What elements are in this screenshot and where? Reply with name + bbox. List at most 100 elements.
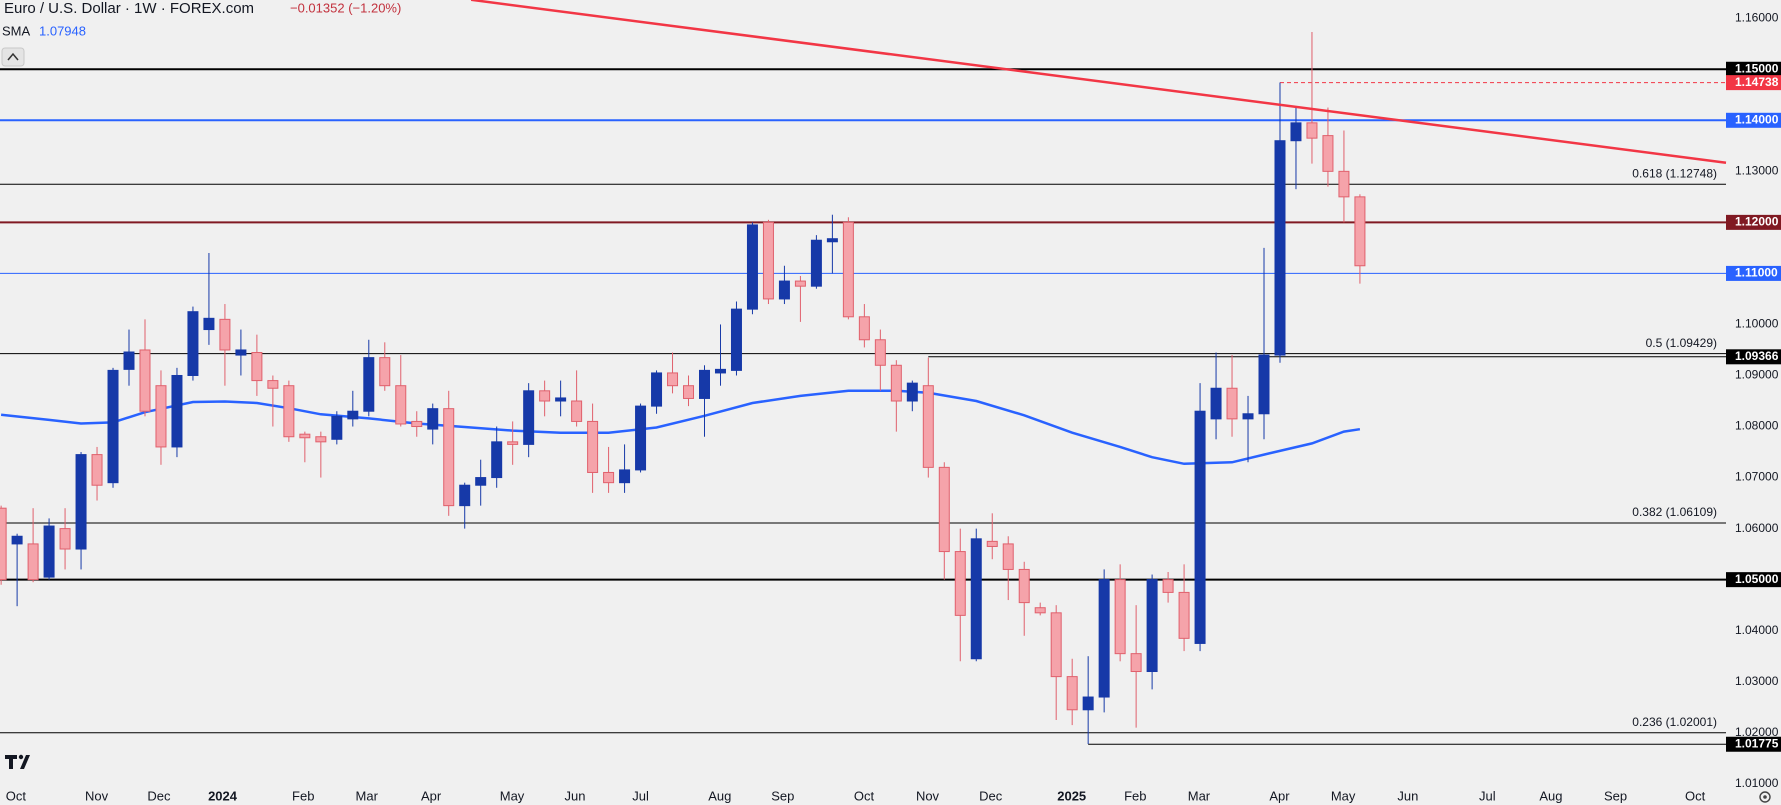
candle-body: [331, 415, 343, 440]
candle-body: [1306, 122, 1318, 139]
candle-body: [1242, 413, 1254, 420]
candle-body: [1178, 591, 1190, 639]
level-badge: [1726, 736, 1781, 752]
candle-body: [1018, 568, 1030, 604]
x-tick-label: May: [1331, 788, 1356, 803]
y-tick-label: 1.01000: [1735, 776, 1779, 790]
fib-label: 0.236 (1.02001): [1632, 715, 1717, 729]
x-tick-label: Nov: [85, 788, 109, 803]
candle-body: [1194, 410, 1206, 644]
candle-body: [363, 357, 375, 412]
level-badge: [1726, 349, 1781, 365]
trendline: [470, 0, 1727, 164]
candle-body: [523, 390, 535, 445]
candle-body: [43, 525, 55, 578]
candle-body: [491, 441, 503, 479]
candle-body: [698, 369, 710, 399]
candle-body: [507, 441, 519, 445]
settings-icon[interactable]: [1759, 791, 1771, 803]
candle-body: [730, 308, 742, 371]
x-tick-label: Sep: [1604, 788, 1627, 803]
x-tick-label: 2024: [208, 788, 238, 803]
candle-body: [938, 466, 950, 553]
candle-body: [890, 364, 902, 402]
candle-body: [91, 454, 103, 486]
x-tick-label: Oct: [6, 788, 27, 803]
price-change: −0.01352 (−1.20%): [290, 0, 401, 15]
candle-body: [922, 385, 934, 468]
sma-line: [0, 389, 1361, 466]
x-tick-label: Aug: [708, 788, 731, 803]
gear[interactable]: [1759, 791, 1771, 803]
candle-body: [1226, 387, 1238, 420]
candle-body: [683, 385, 695, 399]
level-badge-label: 1.12000: [1735, 215, 1779, 229]
x-tick-label: May: [500, 788, 525, 803]
level-badge: [1726, 572, 1781, 588]
candle-body: [139, 349, 151, 412]
x-tick-label: Oct: [854, 788, 875, 803]
candle-body: [603, 471, 615, 484]
level-badge-label: 1.14000: [1735, 112, 1779, 126]
x-tick-label: 2025: [1057, 788, 1086, 803]
fib-label: 0.618 (1.12748): [1632, 166, 1717, 180]
candle-body: [651, 372, 663, 407]
y-tick-label: 1.04000: [1735, 623, 1779, 637]
x-tick-label: Jun: [565, 788, 586, 803]
candle-body: [954, 551, 966, 616]
x-tick-label: Aug: [1539, 788, 1562, 803]
candle-body: [395, 385, 407, 425]
candle-body: [59, 528, 71, 550]
candle-body: [555, 397, 567, 402]
candle-body: [443, 408, 455, 507]
candle-body: [251, 352, 263, 382]
y-tick-label: 1.02000: [1735, 725, 1779, 739]
level-badge: [1726, 214, 1781, 230]
candle-body: [970, 538, 982, 660]
level-badge-label: 1.01775: [1735, 736, 1779, 750]
candle-body: [203, 317, 215, 331]
level-badge-label: 1.09366: [1735, 349, 1779, 363]
candle-body: [1146, 579, 1158, 673]
candle-body: [906, 382, 918, 402]
candle-body: [810, 239, 822, 287]
candle-body: [347, 410, 359, 420]
candle-body: [315, 436, 327, 443]
level-badge-label: 1.15000: [1735, 61, 1779, 75]
candle-body: [171, 374, 183, 448]
candle-body: [858, 316, 870, 341]
candle-body: [667, 372, 679, 387]
candle-body: [123, 351, 135, 370]
y-tick-label: 1.06000: [1735, 521, 1779, 535]
candle-body: [762, 221, 774, 300]
candle-body: [619, 469, 631, 484]
candle-body: [1082, 696, 1094, 711]
logo-shape: [5, 755, 30, 769]
x-tick-label: Oct: [1685, 788, 1706, 803]
candle-body: [283, 385, 295, 438]
candle-body: [587, 420, 599, 473]
x-tick-label: Jul: [1479, 788, 1496, 803]
y-tick-label: 1.10000: [1735, 317, 1779, 331]
candle-body: [267, 380, 279, 389]
level-badge: [1726, 61, 1781, 77]
candle-body: [427, 408, 439, 430]
x-tick-label: Dec: [147, 788, 171, 803]
candle-body: [379, 357, 391, 387]
candle-body: [1322, 135, 1334, 172]
level-badge: [1726, 265, 1781, 281]
candle-body: [539, 390, 551, 402]
candle-body: [635, 405, 647, 471]
collapse-button[interactable]: [1, 47, 25, 67]
logo-dot: [18, 754, 24, 760]
level-badge-label: 1.05000: [1735, 572, 1779, 586]
candle-body: [107, 369, 119, 484]
fib-label: 0.5 (1.09429): [1646, 336, 1717, 350]
candle-body: [187, 311, 199, 376]
candle-body: [475, 477, 487, 486]
indicator-name: SMA: [2, 23, 31, 38]
candle-body: [155, 385, 167, 448]
level-badge: [1726, 75, 1781, 91]
candle-body: [1290, 122, 1302, 142]
